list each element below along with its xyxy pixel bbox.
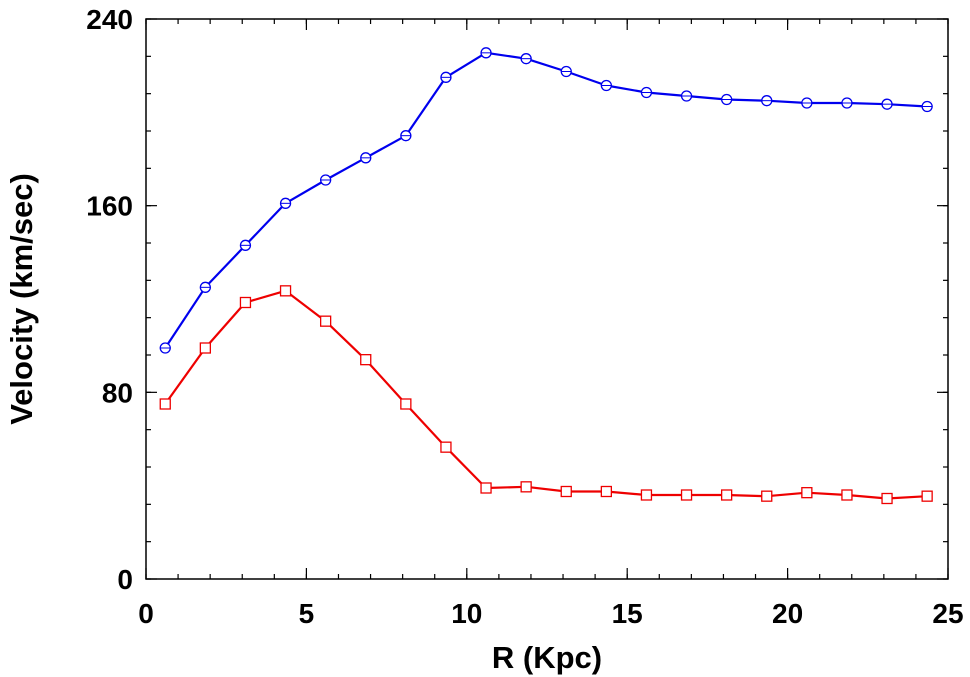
data-point: [159, 398, 171, 410]
data-point: [720, 489, 733, 501]
data-point: [881, 492, 893, 505]
data-point: [600, 485, 612, 498]
data-point: [520, 481, 532, 493]
data-point: [480, 482, 492, 494]
data-point: [239, 296, 252, 309]
data-point: [319, 315, 332, 327]
data-point: [440, 441, 452, 453]
y-axis-title: Velocity (km/sec): [4, 173, 39, 425]
series-line: [164, 289, 928, 500]
series-2: [159, 285, 933, 505]
x-tick-label: 25: [932, 598, 963, 629]
data-point: [841, 489, 853, 501]
y-tick-label: 0: [117, 564, 133, 595]
data-point: [801, 487, 813, 499]
y-tick-label: 240: [86, 4, 133, 35]
data-point: [360, 354, 372, 366]
data-point: [279, 285, 292, 297]
x-tick-label: 15: [612, 598, 643, 629]
x-tick-label: 20: [772, 598, 803, 629]
data-point: [761, 490, 773, 502]
x-tick-label: 10: [451, 598, 482, 629]
data-point: [680, 489, 693, 501]
x-tick-label: 5: [299, 598, 315, 629]
series-layer: [159, 47, 933, 505]
y-tick-label: 80: [102, 377, 133, 408]
data-point: [921, 490, 933, 502]
y-tick-label: 160: [86, 191, 133, 222]
data-point: [560, 485, 572, 498]
x-tick-label: 0: [138, 598, 154, 629]
series-line: [164, 51, 928, 349]
series-1: [159, 47, 933, 354]
plot-frame: [145, 18, 949, 580]
axis-ticks: [145, 18, 949, 580]
x-axis-title: R (Kpc): [492, 640, 602, 675]
data-point: [640, 489, 653, 501]
data-point: [400, 398, 412, 410]
data-point: [199, 342, 211, 354]
tick-labels: 0 5 10 15 20 25 0 80 160 240: [86, 4, 963, 629]
